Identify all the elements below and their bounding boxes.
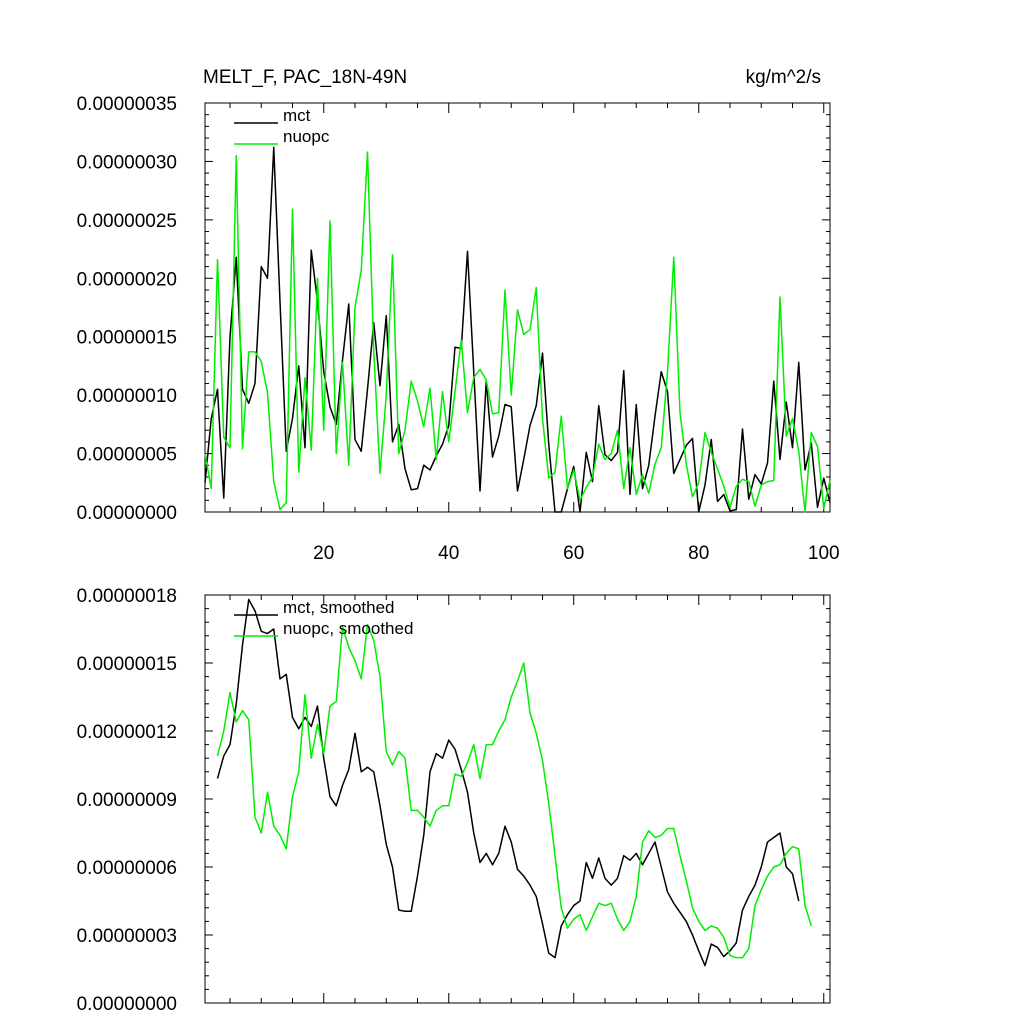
y-tick-label: 0.00000020 xyxy=(77,269,177,290)
legend-label: nuopc, smoothed xyxy=(283,619,413,638)
y-tick-label: 0.00000006 xyxy=(77,858,177,879)
legend-label: mct, smoothed xyxy=(283,598,395,617)
chart-title: MELT_F, PAC_18N-49N xyxy=(203,67,407,88)
x-tick-label: 20 xyxy=(313,543,334,564)
legend-label: mct xyxy=(283,106,311,125)
y-tick-label: 0.00000025 xyxy=(77,211,177,232)
y-tick-label: 0.00000018 xyxy=(77,586,177,607)
x-tick-label: 100 xyxy=(808,543,840,564)
plot-frame xyxy=(204,102,831,513)
y-tick-label: 0.00000009 xyxy=(77,790,177,811)
y-tick-label: 0.00000000 xyxy=(77,503,177,524)
y-tick-label: 0.00000012 xyxy=(77,722,177,743)
y-tick-label: 0.00000005 xyxy=(77,445,177,466)
y-tick-label: 0.00000030 xyxy=(77,152,177,173)
series-line-mct-smoothed xyxy=(216,598,800,967)
units-label: kg/m^2/s xyxy=(746,67,821,88)
chart-panel-2: 0.00000000 0.00000003 0.00000006 0.00000009… xyxy=(77,586,831,1015)
y-tick-label: 0.00000015 xyxy=(77,654,177,675)
x-tick-label: 60 xyxy=(563,543,584,564)
y-tick-label: 0.00000000 xyxy=(77,994,177,1015)
y-tick-label: 0.00000010 xyxy=(77,386,177,407)
legend-label: nuopc xyxy=(283,127,330,146)
series-line-nuopc-smoothed xyxy=(216,623,812,959)
y-tick-label: 0.00000035 xyxy=(77,94,177,115)
x-tick-label: 80 xyxy=(688,543,709,564)
series-line-mct xyxy=(204,146,831,513)
chart-panel-1: 0.00000000 0.00000005 0.00000010 0.00000015… xyxy=(77,67,840,564)
y-tick-label: 0.00000015 xyxy=(77,328,177,349)
series-line-nuopc xyxy=(204,151,831,513)
x-tick-label: 40 xyxy=(438,543,459,564)
y-tick-label: 0.00000003 xyxy=(77,926,177,947)
